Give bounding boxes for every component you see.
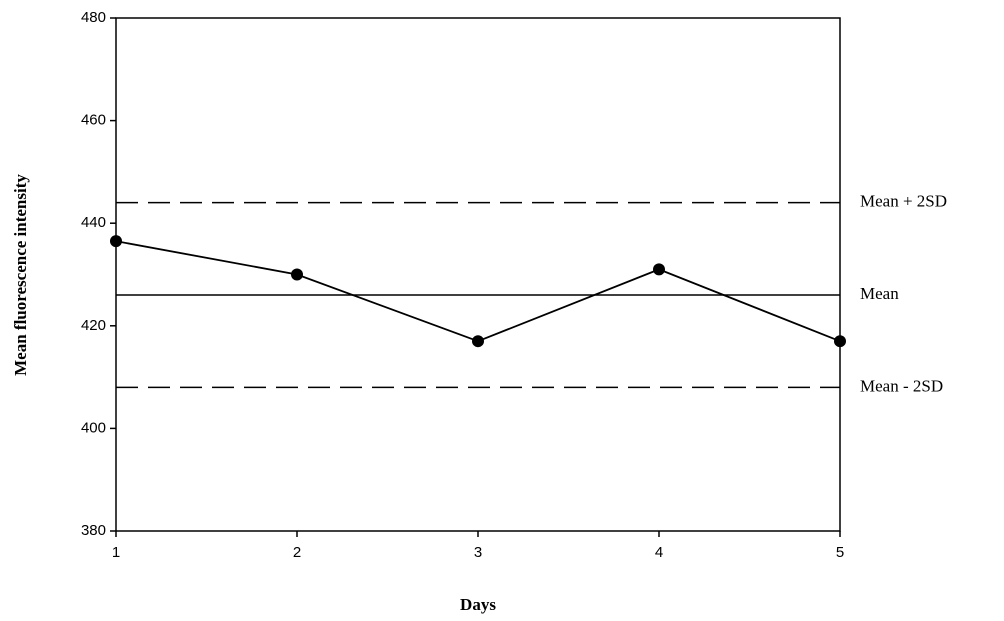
reference-label: Mean + 2SD — [860, 192, 947, 211]
x-tick-label: 2 — [293, 544, 301, 561]
y-axis-title: Mean fluorescence intensity — [11, 174, 30, 376]
y-tick-label: 400 — [81, 419, 106, 436]
data-point — [834, 335, 846, 347]
y-tick-label: 480 — [81, 9, 106, 26]
x-tick-label: 3 — [474, 544, 482, 561]
chart: Days Mean fluorescence intensity 380 400 4… — [0, 0, 1004, 621]
x-tick-label: 5 — [836, 544, 844, 561]
data-point — [472, 335, 484, 347]
y-tick-label: 380 — [81, 522, 106, 539]
data-point — [291, 269, 303, 281]
reference-label: Mean - 2SD — [860, 376, 943, 395]
y-tick-label: 440 — [81, 214, 106, 231]
y-tick-label: 420 — [81, 317, 106, 334]
data-point — [653, 263, 665, 275]
reference-label: Mean — [860, 284, 899, 303]
y-tick-label: 460 — [81, 112, 106, 129]
data-line — [116, 241, 840, 341]
data-point — [110, 235, 122, 247]
x-tick-label: 4 — [655, 544, 663, 561]
plot-frame — [116, 18, 840, 531]
x-tick-label: 1 — [112, 544, 120, 561]
x-axis-title: Days — [460, 595, 496, 614]
